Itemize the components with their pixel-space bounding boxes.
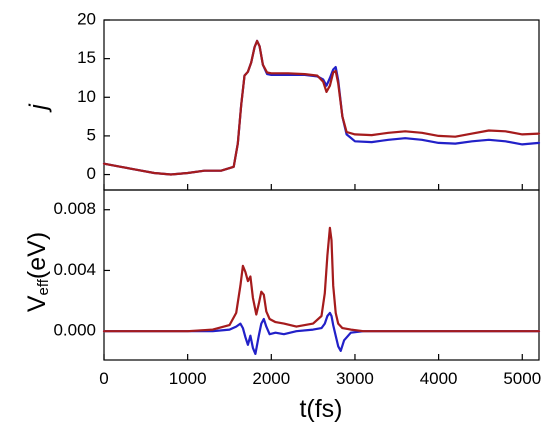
y-tick-label: 15 xyxy=(77,48,96,67)
x-axis-ticks: 0 1000 2000 3000 4000 5000 xyxy=(99,184,541,388)
x-tick-label: 4000 xyxy=(420,369,458,388)
top-y-axis-label: j xyxy=(25,103,53,113)
x-tick-label: 2000 xyxy=(252,369,290,388)
top-series-group xyxy=(102,39,541,176)
y-tick-label: 20 xyxy=(77,9,96,28)
y-tick-label: 0.000 xyxy=(53,321,96,340)
series-line-blue xyxy=(102,311,541,355)
bottom-panel: 0.000 0.004 0.008 0 1000 2000 3000 4000 5000 Ve… xyxy=(23,184,541,423)
series-halo xyxy=(102,311,541,355)
y-tick-label: 10 xyxy=(77,87,96,106)
y-tick-label: 5 xyxy=(87,125,96,144)
x-axis-label: t(fs) xyxy=(299,395,342,423)
top-panel-frame xyxy=(103,19,540,191)
bottom-panel-frame xyxy=(103,189,540,361)
ylabel-subscript: eff xyxy=(35,278,52,295)
x-tick-label: 1000 xyxy=(169,369,207,388)
y-tick-label: 0.008 xyxy=(53,199,96,218)
bottom-series-group xyxy=(102,226,541,355)
y-tick-label: 0.004 xyxy=(53,260,96,279)
bottom-y-axis-label: Veff(eV) xyxy=(23,232,52,312)
y-tick-label: 0 xyxy=(87,164,96,183)
series-line-blue xyxy=(102,39,541,176)
x-tick-label: 3000 xyxy=(336,369,374,388)
x-tick-label: 5000 xyxy=(503,369,541,388)
bottom-y-ticks: 0.000 0.004 0.008 xyxy=(53,199,110,340)
top-panel: 0 5 10 15 20 j xyxy=(25,9,541,191)
series-line-red xyxy=(102,226,541,333)
top-y-ticks: 0 5 10 15 20 xyxy=(77,9,110,183)
series-halo xyxy=(102,39,541,176)
series-halo xyxy=(102,39,541,176)
x-tick-label: 0 xyxy=(99,369,108,388)
series-line-red xyxy=(102,39,541,176)
ylabel-main: V xyxy=(23,295,51,312)
ylabel-unit: (eV) xyxy=(23,232,51,279)
